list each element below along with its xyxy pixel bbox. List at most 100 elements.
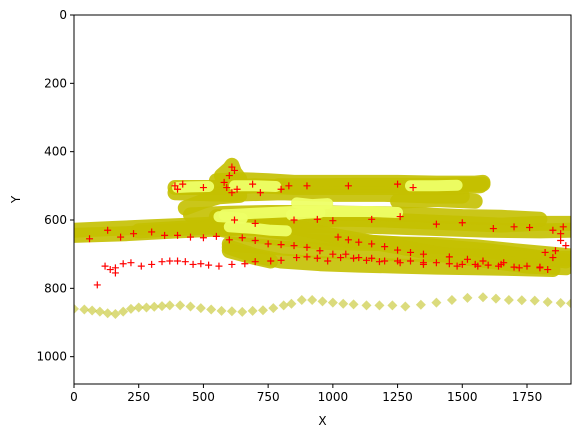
cross-point-42	[541, 248, 549, 256]
diamond-point-29	[338, 298, 349, 309]
diamond-point-36	[431, 297, 442, 308]
cross-point-51	[158, 258, 166, 266]
cross-point-58	[215, 262, 223, 270]
cross-point-45	[106, 266, 114, 274]
diamond-point-27	[317, 296, 328, 307]
cross-point-54	[181, 258, 189, 266]
diamond-point-3	[94, 306, 105, 317]
cross-point-111	[526, 224, 534, 232]
cross-point-27	[445, 260, 453, 268]
cross-point-120	[445, 253, 453, 261]
diamond-point-28	[327, 297, 338, 308]
thick-band-13	[177, 187, 248, 216]
cross-point-2	[117, 233, 125, 241]
diamond-point-31	[361, 300, 372, 311]
cross-point-4	[148, 228, 156, 236]
x-tick-label: 0	[70, 390, 78, 404]
cross-point-76	[495, 262, 503, 270]
cross-point-114	[355, 238, 363, 246]
highlight-band-2	[213, 211, 248, 224]
cross-point-96	[220, 178, 228, 186]
cross-point-77	[515, 264, 523, 272]
cross-point-5	[161, 231, 169, 239]
cross-point-101	[251, 219, 259, 227]
cross-point-80	[111, 269, 119, 277]
y-axis: 0 200 400 600 800 1000	[36, 8, 74, 364]
highlight-band-6	[405, 179, 463, 192]
diamond-point-18	[226, 306, 237, 317]
highlight-band-7	[291, 197, 334, 211]
diamond-point-41	[503, 294, 514, 305]
diamond-point-32	[374, 300, 385, 311]
diamond-point-38	[462, 292, 473, 303]
cross-point-108	[458, 219, 466, 227]
diamond-point-6	[118, 306, 129, 317]
diamond-point-35	[415, 299, 426, 310]
diamond-point-11	[157, 301, 168, 312]
diamond-point-14	[185, 301, 196, 312]
y-axis-label: Y	[9, 195, 23, 204]
diamond-point-43	[529, 295, 540, 306]
cross-point-30	[484, 261, 492, 269]
x-tick-label: 1750	[512, 390, 543, 404]
cross-point-11	[238, 234, 246, 242]
cross-point-92	[303, 182, 311, 190]
cross-point-115	[368, 240, 376, 248]
cross-point-64	[293, 254, 301, 262]
cross-point-48	[127, 259, 135, 267]
cross-point-73	[419, 260, 427, 268]
cross-point-52	[166, 257, 174, 265]
cross-point-97	[225, 172, 233, 180]
diamond-point-34	[400, 301, 411, 312]
cross-point-59	[228, 260, 236, 268]
cross-point-41	[549, 254, 557, 262]
diamond-point-15	[195, 303, 206, 314]
cross-point-22	[381, 257, 389, 265]
x-axis-label: X	[318, 414, 326, 428]
diamond-point-5	[110, 308, 121, 319]
cross-point-63	[277, 256, 285, 264]
cross-point-113	[344, 236, 352, 244]
cross-point-99	[230, 166, 238, 174]
thick-band-15	[221, 243, 279, 269]
cross-point-117	[394, 246, 402, 254]
data-marks	[74, 157, 571, 319]
x-tick-label: 250	[127, 390, 150, 404]
x-tick-label: 1500	[447, 390, 478, 404]
cross-point-121	[463, 255, 471, 263]
cross-point-68	[337, 254, 345, 262]
diamond-point-12	[164, 300, 175, 311]
cross-point-91	[285, 182, 293, 190]
diamond-point-26	[307, 294, 318, 305]
cross-point-15	[290, 242, 298, 250]
cross-point-13	[264, 240, 272, 248]
diamond-point-8	[133, 302, 144, 313]
cross-point-65	[303, 253, 311, 261]
diamond-point-7	[125, 303, 136, 314]
highlight-band-4	[172, 181, 215, 193]
cross-point-44	[101, 262, 109, 270]
cross-point-110	[510, 223, 518, 231]
x-tick-label: 500	[192, 390, 215, 404]
cross-point-106	[396, 213, 404, 221]
diamond-point-45	[555, 298, 566, 309]
cross-point-26	[432, 259, 440, 267]
diamond-point-13	[175, 300, 186, 311]
cross-point-82	[174, 185, 182, 193]
cross-point-122	[479, 257, 487, 265]
cross-point-56	[197, 260, 205, 268]
cross-point-116	[381, 243, 389, 251]
cross-point-112	[334, 233, 342, 241]
cross-point-24	[407, 257, 415, 265]
cross-point-89	[256, 189, 264, 197]
cross-point-90	[277, 185, 285, 193]
cross-point-0	[86, 235, 94, 243]
diamond-point-2	[87, 305, 98, 316]
cross-point-86	[228, 189, 236, 197]
cross-point-17	[316, 247, 324, 255]
diamond-point-21	[257, 305, 268, 316]
cross-point-62	[267, 257, 275, 265]
cross-point-118	[407, 248, 415, 256]
y-tick-label: 0	[59, 8, 67, 22]
